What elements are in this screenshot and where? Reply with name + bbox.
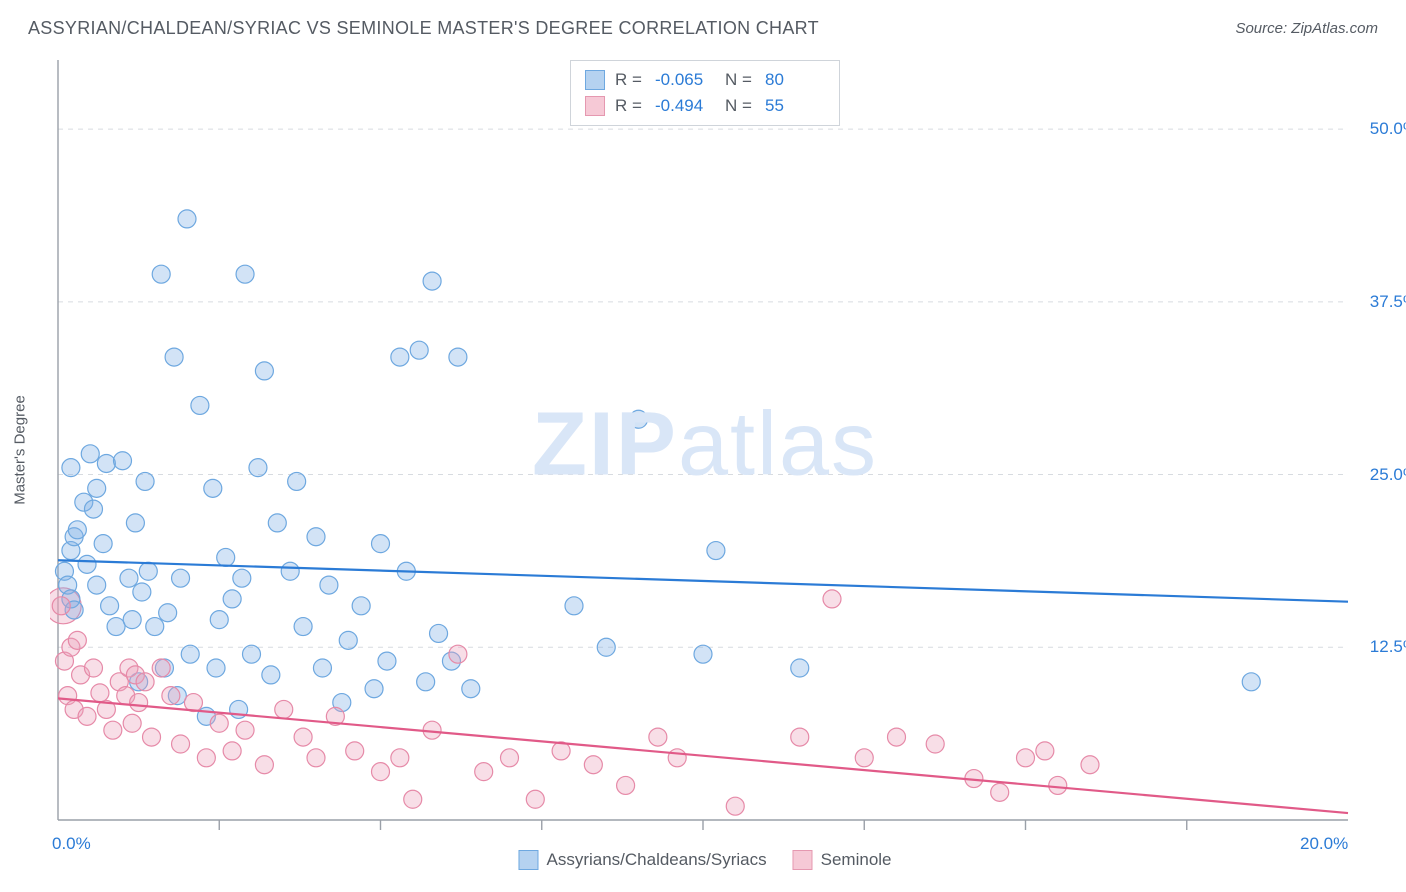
legend-swatch-icon bbox=[793, 850, 813, 870]
legend-series: Assyrians/Chaldeans/Syriacs Seminole bbox=[518, 850, 891, 870]
x-tick-label: 0.0% bbox=[52, 834, 91, 854]
legend-correlation: R = -0.065 N = 80 R = -0.494 N = 55 bbox=[570, 60, 840, 126]
y-tick-label: 50.0% bbox=[1370, 119, 1406, 139]
legend-swatch-icon bbox=[585, 70, 605, 90]
y-axis-label: Master's Degree bbox=[12, 395, 29, 505]
legend-r-label: R = bbox=[615, 96, 645, 116]
legend-r-label: R = bbox=[615, 70, 645, 90]
legend-row-series2: R = -0.494 N = 55 bbox=[585, 93, 825, 119]
chart-title: ASSYRIAN/CHALDEAN/SYRIAC VS SEMINOLE MAS… bbox=[28, 18, 819, 39]
legend-r-value: -0.494 bbox=[655, 96, 715, 116]
y-tick-label: 37.5% bbox=[1370, 292, 1406, 312]
legend-n-value: 55 bbox=[765, 96, 825, 116]
source-attribution: Source: ZipAtlas.com bbox=[1235, 20, 1378, 37]
legend-n-value: 80 bbox=[765, 70, 825, 90]
legend-item-series2: Seminole bbox=[793, 850, 892, 870]
legend-swatch-icon bbox=[518, 850, 538, 870]
chart-area: Master's Degree ZIPatlas R = -0.065 N = … bbox=[50, 60, 1360, 840]
legend-n-label: N = bbox=[725, 70, 755, 90]
legend-label: Seminole bbox=[821, 850, 892, 870]
legend-item-series1: Assyrians/Chaldeans/Syriacs bbox=[518, 850, 766, 870]
legend-label: Assyrians/Chaldeans/Syriacs bbox=[546, 850, 766, 870]
legend-swatch-icon bbox=[585, 96, 605, 116]
y-tick-label: 12.5% bbox=[1370, 637, 1406, 657]
legend-r-value: -0.065 bbox=[655, 70, 715, 90]
legend-n-label: N = bbox=[725, 96, 755, 116]
scatter-plot bbox=[50, 60, 1352, 840]
y-tick-label: 25.0% bbox=[1370, 465, 1406, 485]
x-tick-label: 20.0% bbox=[1300, 834, 1348, 854]
legend-row-series1: R = -0.065 N = 80 bbox=[585, 67, 825, 93]
